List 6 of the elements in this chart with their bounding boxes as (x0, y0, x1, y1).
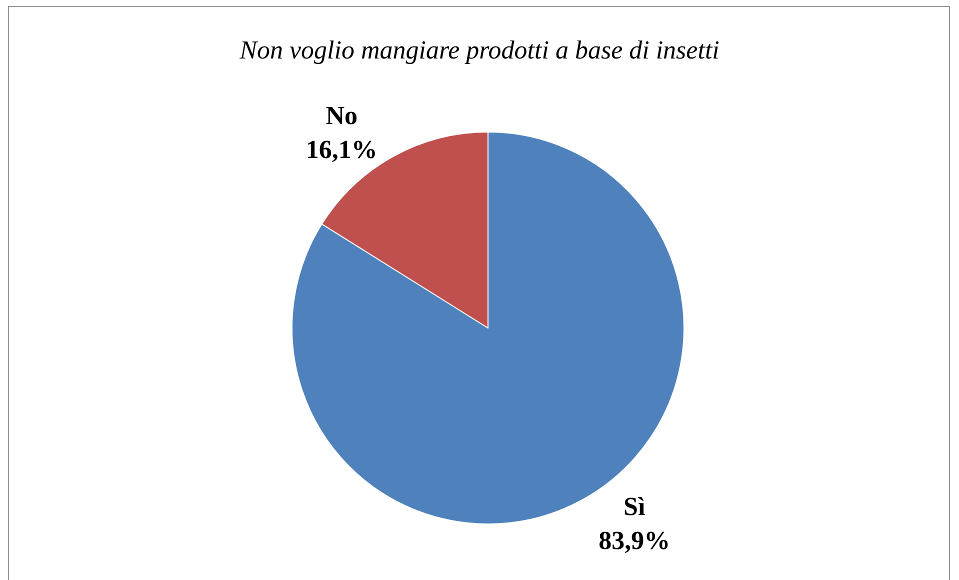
pie-slice (292, 132, 684, 524)
data-label: 83,9% (598, 526, 670, 555)
slice-label: No (326, 101, 358, 130)
data-label: 16,1% (306, 134, 378, 164)
slice-label: Sì (624, 492, 646, 522)
chart-title: Non voglio mangiare prodotti a base di insetti (238, 35, 720, 64)
